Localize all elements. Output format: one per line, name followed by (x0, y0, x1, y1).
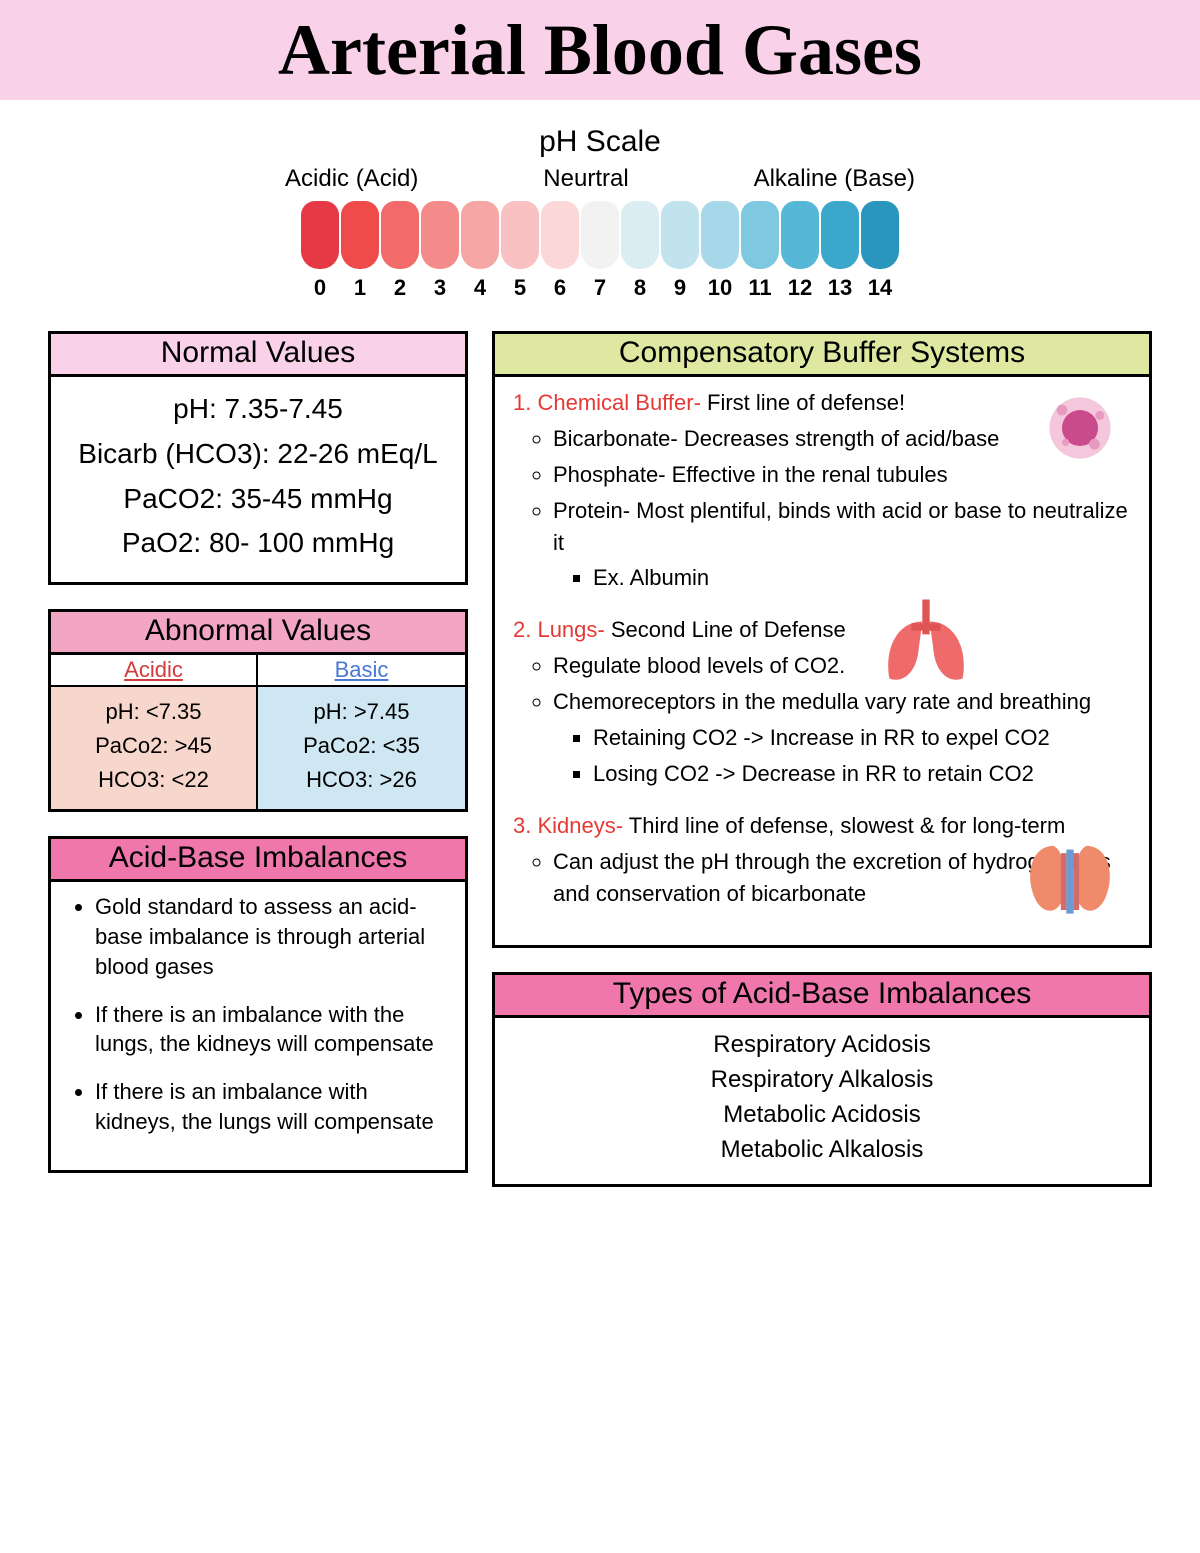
imbalances-body: Gold standard to assess an acid-base imb… (51, 882, 465, 1170)
types-row: Respiratory Acidosis (513, 1028, 1131, 1063)
kidneys-icon (1015, 833, 1125, 923)
imbalance-bullet: If there is an imbalance with kidneys, t… (95, 1077, 447, 1136)
buffer-item: 2. Lungs- Second Line of Defense Regulate… (513, 614, 1131, 789)
buffers-body: 1. Chemical Buffer- First line of defens… (495, 377, 1149, 945)
ph-swatch (461, 201, 499, 269)
buffers-header: Compensatory Buffer Systems (495, 334, 1149, 377)
abnormal-acidic-label: Acidic (51, 655, 258, 687)
types-row: Metabolic Acidosis (513, 1098, 1131, 1133)
buffer-subsubitem: Retaining CO2 -> Increase in RR to expel… (593, 722, 1131, 754)
ph-title: pH Scale (250, 125, 950, 159)
imbalances-box: Acid-Base Imbalances Gold standard to as… (48, 836, 468, 1173)
ph-swatch (301, 201, 339, 269)
ph-swatch (861, 201, 899, 269)
buffer-subsublist: Ex. Albumin (553, 562, 1131, 594)
buffer-item: 3. Kidneys- Third line of defense, slowe… (513, 810, 1131, 910)
imbalances-list: Gold standard to assess an acid-base imb… (69, 892, 447, 1136)
right-column: Compensatory Buffer Systems 1. Chemical … (492, 331, 1152, 1187)
ph-number: 2 (381, 275, 419, 301)
imbalance-bullet: If there is an imbalance with the lungs,… (95, 1000, 447, 1059)
page-title: Arterial Blood Gases (278, 9, 922, 92)
ph-number: 11 (741, 275, 779, 301)
ph-swatch (541, 201, 579, 269)
ph-swatch (381, 201, 419, 269)
imbalance-bullet: Gold standard to assess an acid-base imb… (95, 892, 447, 981)
normal-value-row: PaCO2: 35-45 mmHg (69, 477, 447, 522)
abnormal-acidic-cell: pH: <7.35PaCo2: >45HCO3: <22 (51, 687, 258, 809)
buffer-heading: 2. Lungs- Second Line of Defense (513, 614, 1131, 646)
abnormal-values-header: Abnormal Values (51, 612, 465, 655)
ph-swatch (501, 201, 539, 269)
abnormal-row: pH: >7.45 (258, 695, 465, 729)
buffer-subsubitem: Losing CO2 -> Decrease in RR to retain C… (593, 758, 1131, 790)
ph-label-alkaline: Alkaline (Base) (754, 165, 915, 193)
ph-number: 0 (301, 275, 339, 301)
ph-number: 10 (701, 275, 739, 301)
ph-swatch (621, 201, 659, 269)
ph-scale: pH Scale Acidic (Acid) Neurtral Alkaline… (250, 125, 950, 301)
ph-number: 6 (541, 275, 579, 301)
title-band: Arterial Blood Gases (0, 0, 1200, 100)
buffer-sublist: Regulate blood levels of CO2. Chemorecept… (513, 650, 1131, 790)
buffer-item: 1. Chemical Buffer- First line of defens… (513, 387, 1131, 594)
ph-number: 14 (861, 275, 899, 301)
ph-label-acidic: Acidic (Acid) (285, 165, 418, 193)
ph-number: 3 (421, 275, 459, 301)
types-body: Respiratory AcidosisRespiratory Alkalosi… (495, 1018, 1149, 1183)
ph-swatches (250, 201, 950, 269)
ph-swatch (781, 201, 819, 269)
imbalances-header: Acid-Base Imbalances (51, 839, 465, 882)
normal-value-row: Bicarb (HCO3): 22-26 mEq/L (69, 432, 447, 477)
buffer-subitem: Protein- Most plentiful, binds with acid… (553, 495, 1131, 595)
buffer-subitem: Chemoreceptors in the medulla vary rate … (553, 686, 1131, 790)
content-columns: Normal Values pH: 7.35-7.45Bicarb (HCO3)… (0, 331, 1200, 1187)
ph-swatch (421, 201, 459, 269)
ph-number: 13 (821, 275, 859, 301)
ph-label-neutral: Neurtral (543, 165, 628, 193)
normal-value-row: PaO2: 80- 100 mmHg (69, 521, 447, 566)
abnormal-row: PaCo2: >45 (51, 729, 256, 763)
normal-value-row: pH: 7.35-7.45 (69, 387, 447, 432)
buffers-box: Compensatory Buffer Systems 1. Chemical … (492, 331, 1152, 948)
ph-swatch (741, 201, 779, 269)
ph-numbers: 01234567891011121314 (250, 275, 950, 301)
abnormal-basic-cell: pH: >7.45PaCo2: <35HCO3: >26 (258, 687, 465, 809)
abnormal-row: HCO3: >26 (258, 763, 465, 797)
buffer-subsublist: Retaining CO2 -> Increase in RR to expel… (553, 722, 1131, 790)
abnormal-row: pH: <7.35 (51, 695, 256, 729)
ph-number: 9 (661, 275, 699, 301)
ph-number: 8 (621, 275, 659, 301)
ph-swatch (341, 201, 379, 269)
ph-number: 5 (501, 275, 539, 301)
normal-values-box: Normal Values pH: 7.35-7.45Bicarb (HCO3)… (48, 331, 468, 585)
abnormal-values-box: Abnormal Values Acidic Basic pH: <7.35Pa… (48, 609, 468, 812)
ph-number: 4 (461, 275, 499, 301)
buffer-subsubitem: Ex. Albumin (593, 562, 1131, 594)
types-header: Types of Acid-Base Imbalances (495, 975, 1149, 1018)
ph-number: 1 (341, 275, 379, 301)
cell-icon (1035, 383, 1125, 473)
abnormal-grid: Acidic Basic pH: <7.35PaCo2: >45HCO3: <2… (51, 655, 465, 809)
ph-swatch (581, 201, 619, 269)
abnormal-row: PaCo2: <35 (258, 729, 465, 763)
ph-swatch (661, 201, 699, 269)
buffer-subitem: Regulate blood levels of CO2. (553, 650, 1131, 682)
abnormal-row: HCO3: <22 (51, 763, 256, 797)
types-row: Metabolic Alkalosis (513, 1133, 1131, 1168)
ph-number: 12 (781, 275, 819, 301)
ph-swatch (701, 201, 739, 269)
normal-values-body: pH: 7.35-7.45Bicarb (HCO3): 22-26 mEq/LP… (51, 377, 465, 582)
lungs-icon (871, 594, 981, 694)
left-column: Normal Values pH: 7.35-7.45Bicarb (HCO3)… (48, 331, 468, 1187)
ph-labels: Acidic (Acid) Neurtral Alkaline (Base) (285, 165, 915, 193)
normal-values-header: Normal Values (51, 334, 465, 377)
ph-swatch (821, 201, 859, 269)
ph-number: 7 (581, 275, 619, 301)
types-box: Types of Acid-Base Imbalances Respirator… (492, 972, 1152, 1186)
buffers-list: 1. Chemical Buffer- First line of defens… (513, 387, 1131, 909)
types-row: Respiratory Alkalosis (513, 1063, 1131, 1098)
abnormal-basic-label: Basic (258, 655, 465, 687)
